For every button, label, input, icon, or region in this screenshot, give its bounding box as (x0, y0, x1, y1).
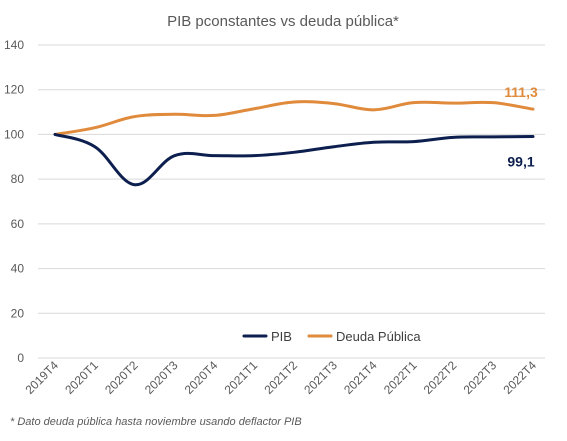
x-tick-label: 2021T4 (341, 358, 380, 397)
end-labels: 99,1 111,3 (504, 84, 538, 169)
series-line-deuda-publica (53, 100, 535, 136)
y-tick-label: 120 (4, 83, 24, 97)
x-tick-label: 2021T2 (261, 358, 300, 397)
x-axis-ticks: 2019T4 2020T1 2020T2 2020T3 2020T4 2021T1 2021… (22, 358, 539, 397)
x-tick-label: 2021T1 (222, 358, 261, 397)
y-tick-label: 40 (11, 262, 25, 276)
x-tick-label: 2020T4 (182, 358, 221, 397)
chart-title: PIB pconstantes vs deuda pública* (167, 13, 399, 30)
x-tick-label: 2020T1 (62, 358, 101, 397)
y-tick-label: 140 (4, 38, 24, 52)
x-tick-label: 2020T3 (142, 358, 181, 397)
x-tick-label: 2022T4 (500, 358, 539, 397)
x-tick-label: 2021T3 (301, 358, 340, 397)
y-axis-ticks: 0 20 40 60 80 100 120 140 (4, 38, 24, 365)
y-tick-label: 0 (17, 351, 24, 365)
legend-label: PIB (271, 329, 292, 344)
series-line-pib (53, 132, 535, 187)
legend-label: Deuda Pública (336, 329, 421, 344)
footnote: * Dato deuda pública hasta noviembre usa… (10, 416, 302, 428)
end-value-label: 111,3 (504, 84, 538, 100)
x-tick-label: 2022T1 (381, 358, 420, 397)
gridlines (38, 44, 545, 359)
y-tick-label: 60 (11, 217, 25, 231)
x-tick-label: 2020T2 (102, 358, 141, 397)
y-tick-label: 100 (4, 127, 24, 141)
series-lines (53, 100, 535, 187)
x-tick-label: 2022T3 (461, 358, 500, 397)
y-tick-label: 20 (11, 306, 25, 320)
end-value-label: 99,1 (507, 153, 534, 169)
x-tick-label: 2019T4 (22, 358, 61, 397)
x-tick-label: 2022T2 (421, 358, 460, 397)
y-tick-label: 80 (11, 172, 25, 186)
legend: PIB Deuda Pública (242, 329, 421, 344)
